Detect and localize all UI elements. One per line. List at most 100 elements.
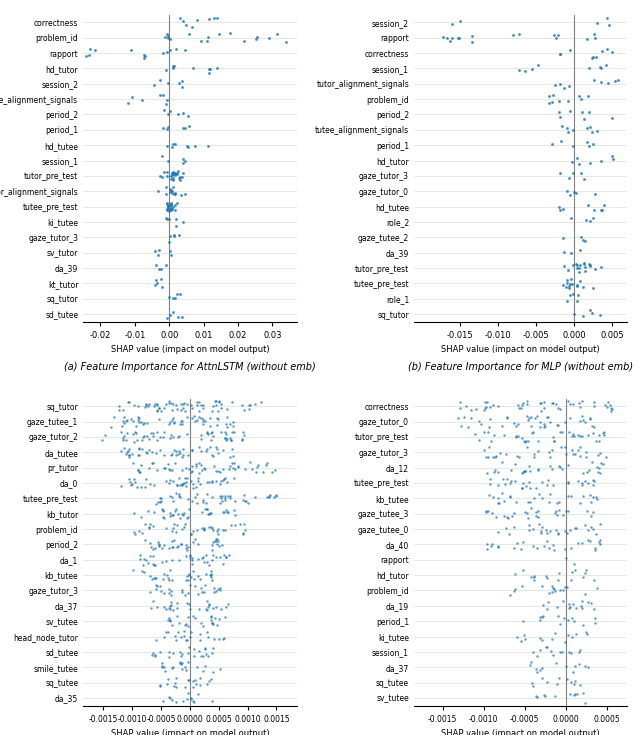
Point — [570, 675, 580, 686]
Point — [476, 417, 486, 429]
Point — [545, 416, 556, 428]
Point — [219, 550, 229, 562]
Point — [577, 107, 588, 118]
Point — [545, 525, 555, 537]
Point — [580, 261, 590, 273]
Point — [568, 289, 579, 301]
Point — [207, 544, 217, 556]
Point — [121, 448, 131, 460]
Point — [479, 404, 489, 416]
Point — [534, 645, 545, 656]
Point — [136, 511, 146, 523]
Point — [241, 495, 251, 506]
Point — [187, 558, 197, 570]
Point — [150, 559, 160, 571]
Point — [164, 587, 175, 599]
Point — [168, 138, 178, 150]
Point — [271, 490, 281, 502]
Point — [578, 619, 588, 631]
Point — [605, 399, 615, 411]
Point — [162, 166, 172, 178]
Point — [565, 189, 575, 201]
Point — [148, 400, 159, 412]
Point — [461, 401, 471, 412]
Point — [584, 464, 594, 476]
Point — [531, 506, 541, 517]
Point — [116, 426, 127, 437]
Point — [596, 204, 606, 215]
Point — [568, 678, 579, 690]
Point — [568, 430, 579, 442]
Point — [190, 534, 200, 545]
Point — [516, 481, 527, 493]
Point — [596, 62, 606, 74]
Point — [218, 506, 228, 518]
Point — [541, 527, 552, 539]
Point — [163, 202, 173, 214]
Point — [482, 396, 492, 408]
Point — [199, 523, 209, 535]
Point — [219, 506, 229, 517]
Point — [493, 492, 503, 503]
Point — [157, 151, 168, 162]
Point — [474, 415, 484, 426]
Point — [201, 648, 211, 659]
Point — [237, 433, 247, 445]
Point — [267, 466, 277, 478]
Point — [161, 182, 172, 193]
Point — [194, 467, 204, 478]
Point — [159, 662, 170, 673]
Point — [552, 611, 563, 623]
Point — [456, 420, 466, 432]
Point — [100, 429, 110, 441]
Point — [146, 602, 156, 614]
Point — [547, 462, 557, 474]
Point — [555, 78, 565, 90]
Point — [588, 492, 598, 503]
Point — [164, 33, 175, 45]
Point — [223, 506, 234, 517]
Point — [548, 544, 559, 556]
Point — [598, 427, 608, 439]
Point — [186, 528, 196, 540]
Point — [251, 466, 261, 478]
Point — [213, 413, 223, 425]
Point — [150, 650, 160, 662]
Point — [575, 644, 585, 656]
Point — [117, 420, 127, 432]
Point — [201, 445, 211, 456]
Point — [583, 429, 593, 440]
Point — [202, 503, 212, 515]
Point — [500, 448, 511, 459]
Point — [225, 28, 235, 40]
Point — [555, 404, 565, 415]
Point — [141, 399, 151, 411]
Point — [175, 171, 185, 183]
Point — [547, 445, 557, 456]
Point — [134, 416, 144, 428]
Point — [483, 505, 493, 517]
Point — [579, 281, 589, 293]
Point — [218, 558, 228, 570]
Point — [164, 692, 174, 703]
Point — [204, 67, 214, 79]
Point — [154, 540, 164, 552]
Point — [582, 466, 592, 478]
Point — [577, 537, 587, 549]
Point — [152, 399, 163, 411]
Point — [570, 661, 580, 673]
Point — [586, 511, 596, 523]
Point — [207, 575, 217, 587]
Point — [157, 503, 167, 514]
Point — [202, 443, 212, 455]
Point — [187, 495, 197, 506]
Point — [483, 490, 493, 501]
Point — [511, 430, 521, 442]
Point — [157, 573, 168, 585]
Point — [569, 308, 579, 320]
Point — [528, 426, 538, 437]
Point — [563, 459, 573, 471]
Point — [607, 46, 617, 57]
Point — [196, 400, 206, 412]
Point — [131, 481, 141, 493]
